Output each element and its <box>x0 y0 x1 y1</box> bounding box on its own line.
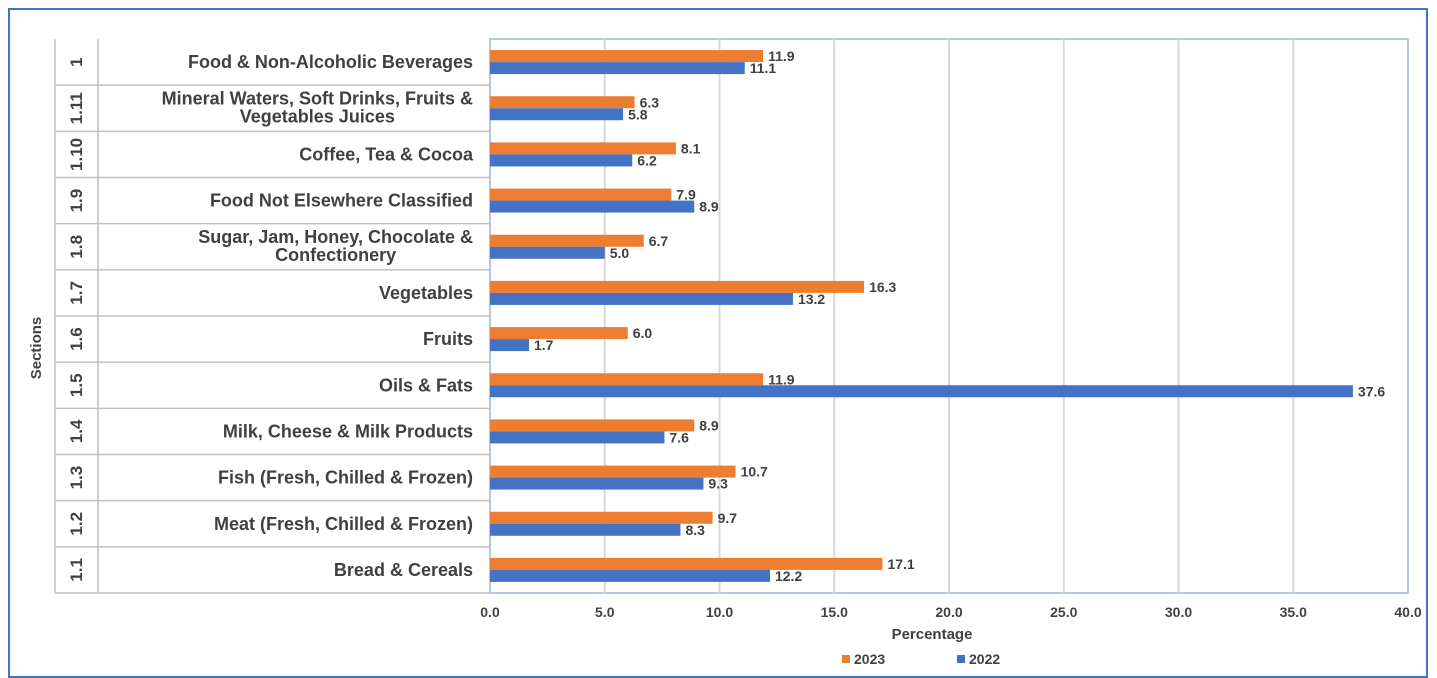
section-code: 1.2 <box>67 512 86 536</box>
legend-label-2023: 2023 <box>854 651 885 667</box>
section-code: 1.8 <box>67 235 86 259</box>
legend-swatch-2022 <box>957 655 965 663</box>
bar-2023 <box>490 50 764 63</box>
gridlines <box>603 39 1295 593</box>
bar-2023 <box>490 419 695 432</box>
data-label-2022: 37.6 <box>1358 383 1385 399</box>
bar-2022 <box>490 154 633 167</box>
bar-2023 <box>490 557 883 570</box>
category-label: Fruits <box>423 329 473 349</box>
x-tick-label: 20.0 <box>935 604 962 620</box>
bar-2022 <box>490 62 745 75</box>
category-label: Milk, Cheese & Milk Products <box>223 421 473 441</box>
category-label: Bread & Cereals <box>334 560 473 580</box>
data-labels: 11.911.16.35.88.16.27.98.96.75.016.313.2… <box>534 48 1385 584</box>
x-tick-label: 40.0 <box>1394 604 1421 620</box>
data-label-2023: 6.7 <box>649 233 669 249</box>
section-code: 1.7 <box>67 281 86 305</box>
data-label-2022: 12.2 <box>775 568 802 584</box>
bar-2023 <box>490 280 865 293</box>
bar-2023 <box>490 188 672 201</box>
data-label-2023: 8.9 <box>699 417 719 433</box>
data-label-2023: 11.9 <box>768 371 795 387</box>
data-label-2023: 7.9 <box>676 187 696 203</box>
bar-2022 <box>490 108 624 121</box>
section-code: 1.10 <box>67 138 86 171</box>
data-label-2023: 10.7 <box>741 464 768 480</box>
data-label-2022: 8.3 <box>685 522 705 538</box>
data-label-2023: 8.1 <box>681 140 701 156</box>
data-label-2023: 6.3 <box>640 94 660 110</box>
x-axis-ticks: 0.0 5.0 10.0 15.0 20.0 25.0 30.0 35.0 40.0 <box>480 604 1422 620</box>
data-label-2023: 17.1 <box>887 556 914 572</box>
bar-2022 <box>490 523 681 536</box>
section-code: 1.3 <box>67 466 86 490</box>
data-label-2022: 5.8 <box>628 106 648 122</box>
x-tick-label: 25.0 <box>1050 604 1077 620</box>
bar-2022 <box>490 292 793 305</box>
bar-2022 <box>490 477 704 490</box>
section-code: 1.1 <box>67 558 86 582</box>
category-label: Food & Non-Alcoholic Beverages <box>188 52 473 72</box>
section-code: 1 <box>67 57 86 66</box>
section-code: 1.6 <box>67 327 86 351</box>
y-axis-title: Sections <box>28 317 45 380</box>
bar-2023 <box>490 373 764 386</box>
bar-2022 <box>490 385 1353 398</box>
category-label: Mineral Waters, Soft Drinks, Fruits & <box>162 88 473 108</box>
data-label-2023: 11.9 <box>768 48 795 64</box>
data-label-2022: 5.0 <box>610 245 630 261</box>
bar-2023 <box>490 511 713 524</box>
data-label-2022: 11.1 <box>750 60 777 76</box>
category-label: Vegetables Juices <box>240 106 395 126</box>
legend-label-2022: 2022 <box>969 651 1000 667</box>
bar-2023 <box>490 234 644 247</box>
category-label: Vegetables <box>379 283 473 303</box>
bar-2023 <box>490 142 676 155</box>
x-tick-label: 5.0 <box>595 604 615 620</box>
category-label: Fish (Fresh, Chilled & Frozen) <box>218 468 473 488</box>
category-label: Confectionery <box>275 245 396 265</box>
bar-2023 <box>490 327 628 340</box>
bar-2022 <box>490 431 665 444</box>
category-label: Meat (Fresh, Chilled & Frozen) <box>214 514 473 534</box>
category-label: Food Not Elsewhere Classified <box>210 191 473 211</box>
bar-2022 <box>490 200 695 213</box>
data-label-2022: 8.9 <box>699 199 719 215</box>
x-tick-label: 10.0 <box>706 604 733 620</box>
x-axis-title: Percentage <box>892 626 973 643</box>
section-code: 1.9 <box>67 189 86 213</box>
data-label-2023: 6.0 <box>633 325 653 341</box>
category-label: Coffee, Tea & Cocoa <box>299 144 474 164</box>
data-label-2022: 13.2 <box>798 291 825 307</box>
category-label: Sugar, Jam, Honey, Chocolate & <box>198 227 473 247</box>
bar-2022 <box>490 339 530 352</box>
legend: 2023 2022 <box>842 651 1000 667</box>
x-tick-label: 35.0 <box>1280 604 1307 620</box>
section-code: 1.11 <box>67 92 86 124</box>
section-code: 1.4 <box>67 419 86 443</box>
legend-swatch-2023 <box>842 655 850 663</box>
bar-2023 <box>490 465 736 478</box>
x-tick-label: 15.0 <box>821 604 848 620</box>
category-table: 1 Food & Non-Alcoholic Beverages 1.11 Miner… <box>54 39 490 594</box>
data-label-2023: 16.3 <box>869 279 896 295</box>
bar-2023 <box>490 96 635 109</box>
category-label: Oils & Fats <box>379 375 473 395</box>
data-label-2022: 9.3 <box>708 476 728 492</box>
data-label-2022: 7.6 <box>669 429 689 445</box>
x-tick-label: 0.0 <box>480 604 500 620</box>
data-label-2022: 6.2 <box>637 152 657 168</box>
bars <box>490 50 1353 582</box>
bar-2022 <box>490 246 605 259</box>
data-label-2022: 1.7 <box>534 337 554 353</box>
section-code: 1.5 <box>67 373 86 397</box>
x-tick-label: 30.0 <box>1165 604 1192 620</box>
data-label-2023: 9.7 <box>718 510 738 526</box>
bar-2022 <box>490 569 770 582</box>
